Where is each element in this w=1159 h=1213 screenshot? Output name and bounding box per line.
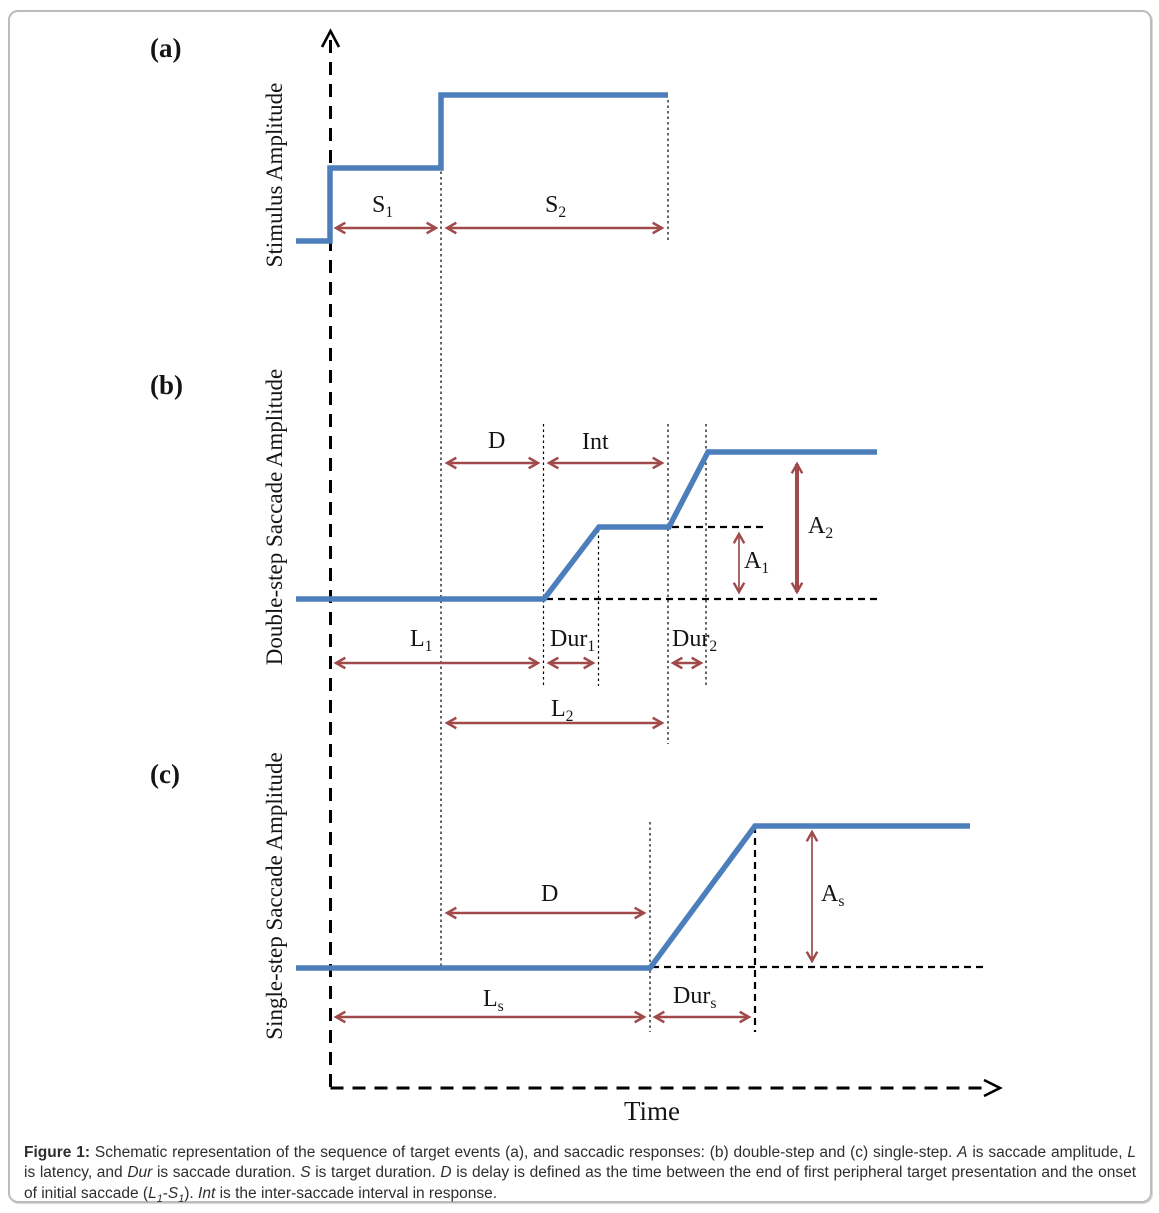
reference-lines — [546, 525, 988, 969]
label-delay-double: D — [488, 428, 505, 454]
label-s2: S2 — [545, 192, 566, 221]
panel-c-letter: (c) — [150, 759, 180, 789]
guide-lines — [440, 100, 707, 1032]
figure-caption: Figure 1: Schematic representation of th… — [24, 1144, 1137, 1205]
panel-b-letter: (b) — [150, 370, 183, 400]
y-axis-arrowhead-icon — [320, 28, 341, 48]
label-delay-single: D — [541, 881, 558, 907]
label-dur1: Dur1 — [550, 626, 595, 655]
single-step-trace — [296, 823, 970, 971]
label-l1: L1 — [410, 626, 432, 655]
label-durs: Durs — [673, 983, 716, 1012]
dimension-arrows — [336, 228, 812, 1017]
label-a2: A2 — [808, 513, 833, 542]
figure-border — [8, 10, 1152, 1203]
time-axis-label: Time — [624, 1096, 680, 1126]
diagram-canvas: (a) (b) (c) Stimulus Amplitude Double-st… — [150, 28, 1003, 1126]
label-dur2: Dur2 — [672, 626, 717, 655]
x-axis-arrowhead-icon — [983, 1078, 1003, 1098]
label-ls: Ls — [483, 986, 504, 1015]
panel-a-letter: (a) — [150, 33, 181, 63]
axis-label-double-step: Double-step Saccade Amplitude — [262, 369, 287, 665]
double-step-trace — [296, 449, 877, 602]
axis-label-stimulus: Stimulus Amplitude — [262, 83, 287, 268]
label-l2: L2 — [551, 696, 573, 725]
label-a1: A1 — [744, 548, 769, 577]
label-s1: S1 — [372, 192, 393, 221]
label-as: As — [821, 881, 844, 910]
stimulus-trace — [296, 92, 668, 244]
axis-label-single-step: Single-step Saccade Amplitude — [262, 752, 287, 1039]
label-int: Int — [582, 429, 609, 455]
